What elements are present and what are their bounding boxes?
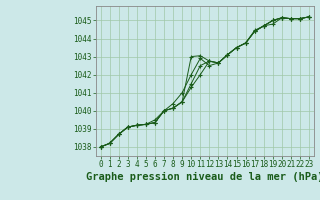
X-axis label: Graphe pression niveau de la mer (hPa): Graphe pression niveau de la mer (hPa) bbox=[86, 172, 320, 182]
